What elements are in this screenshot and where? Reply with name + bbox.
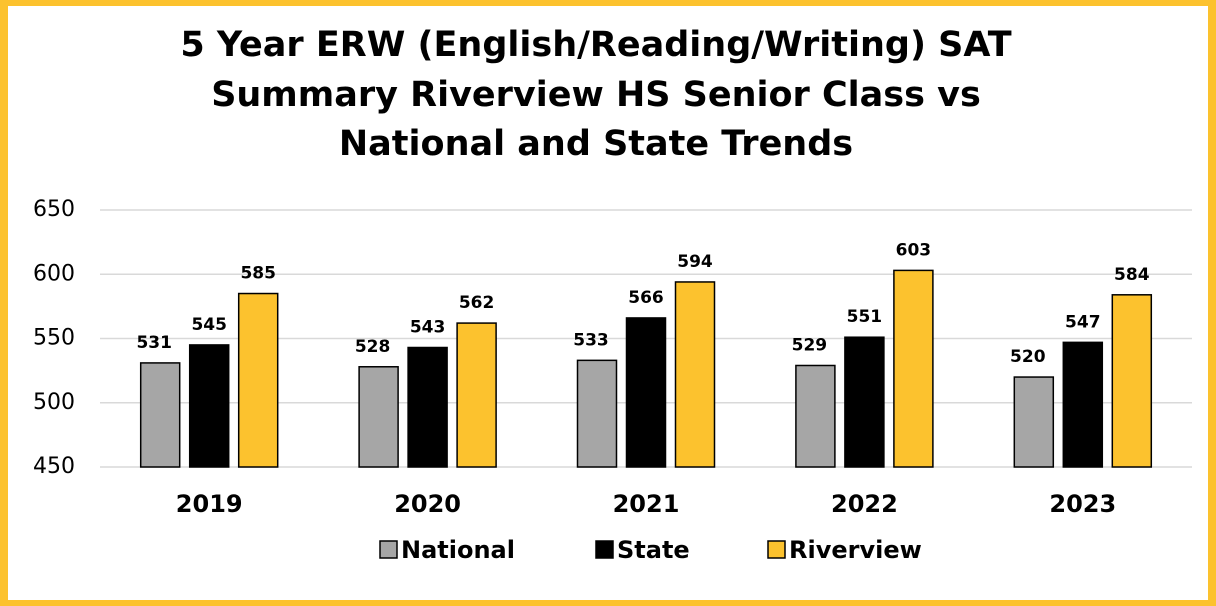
- data-label: 543: [410, 317, 446, 337]
- data-label: 531: [136, 333, 172, 353]
- bar: [139, 362, 181, 468]
- bar: [1111, 294, 1153, 468]
- bar: [674, 281, 716, 468]
- x-tick-label: 2022: [831, 490, 898, 518]
- bar: [358, 366, 399, 468]
- data-label: 566: [628, 288, 664, 308]
- bar: [1062, 341, 1104, 468]
- bar: [795, 364, 836, 468]
- data-label: 585: [240, 264, 276, 284]
- chart-title: National and State Trends: [339, 124, 853, 164]
- y-tick-label: 450: [33, 454, 75, 479]
- data-label: 545: [191, 315, 227, 335]
- data-label: 529: [792, 335, 828, 355]
- y-tick-label: 600: [33, 261, 75, 286]
- data-label: 551: [847, 307, 883, 327]
- bar: [456, 322, 497, 468]
- data-label: 520: [1010, 347, 1046, 367]
- bar: [625, 317, 667, 468]
- legend-swatch: [379, 540, 398, 559]
- data-label: 533: [573, 330, 609, 350]
- bar: [237, 292, 279, 468]
- data-label: 528: [355, 337, 391, 357]
- y-tick-label: 500: [33, 390, 75, 415]
- bar: [188, 344, 230, 468]
- y-tick-label: 550: [33, 326, 75, 351]
- data-label: 584: [1114, 265, 1150, 285]
- bar: [893, 269, 934, 468]
- bar: [844, 336, 885, 468]
- x-tick-label: 2020: [394, 490, 461, 518]
- y-tick-label: 650: [33, 197, 75, 222]
- legend-label: Riverview: [789, 536, 922, 564]
- data-label: 547: [1065, 312, 1101, 332]
- legend-label: National: [401, 536, 515, 564]
- chart-title: Summary Riverview HS Senior Class vs: [211, 75, 981, 115]
- x-tick-label: 2019: [176, 490, 243, 518]
- x-tick-label: 2021: [613, 490, 680, 518]
- x-tick-label: 2023: [1049, 490, 1116, 518]
- legend-label: State: [617, 536, 690, 564]
- chart-title: 5 Year ERW (English/Reading/Writing) SAT: [180, 25, 1011, 65]
- legend-swatch: [767, 540, 786, 559]
- data-label: 562: [459, 293, 495, 313]
- data-label: 594: [677, 252, 713, 272]
- legend-swatch: [595, 540, 614, 559]
- bar: [407, 346, 448, 468]
- data-label: 603: [896, 240, 932, 260]
- bar: [1013, 376, 1055, 468]
- bar: [576, 359, 618, 468]
